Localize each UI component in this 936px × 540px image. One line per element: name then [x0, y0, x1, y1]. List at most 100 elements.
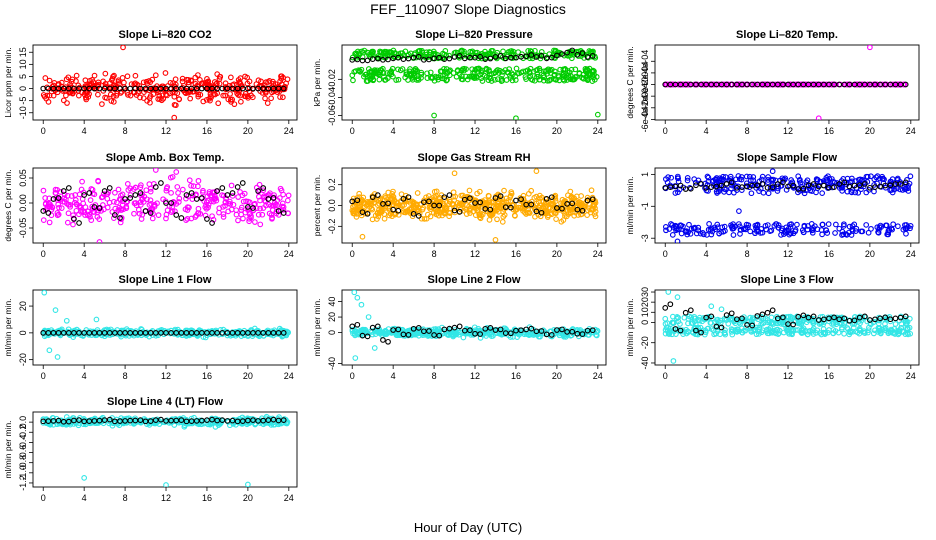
x-tick-label: 4: [704, 249, 709, 259]
x-tick-label: 20: [243, 249, 253, 259]
minute-slope-point: [819, 190, 826, 196]
hourly-mean-point: [421, 328, 427, 335]
outlier-point: [665, 290, 672, 295]
y-tick-label: 0: [18, 330, 28, 335]
hourly-mean-point: [436, 54, 443, 61]
hourly-mean-point: [682, 309, 689, 316]
minute-slope-point: [244, 415, 251, 422]
hourly-mean-point: [193, 330, 200, 336]
hourly-mean-point: [528, 52, 535, 58]
plot-frame: [341, 44, 607, 121]
x-tick-label: 0: [663, 371, 668, 381]
x-tick-label: 24: [284, 126, 294, 136]
hourly-mean-point: [40, 418, 47, 425]
minute-slope-point: [46, 77, 53, 84]
minute-slope-point: [882, 184, 889, 191]
minute-slope-point: [120, 206, 127, 213]
y-tick-label: 40: [327, 297, 337, 307]
minute-slope-point: [389, 65, 396, 72]
minute-slope-point: [227, 97, 234, 103]
minute-slope-point: [203, 205, 210, 212]
minute-slope-point: [479, 78, 486, 84]
hourly-mean-point: [861, 181, 868, 187]
x-tick-label: 16: [511, 249, 521, 259]
minute-slope-point: [261, 82, 268, 89]
minute-slope-point: [494, 67, 501, 73]
plot-area: [662, 290, 914, 364]
hourly-mean-point: [887, 316, 894, 323]
hourly-mean-point: [523, 326, 530, 333]
minute-slope-point: [65, 210, 72, 217]
minute-slope-point: [188, 182, 194, 189]
minute-slope-point: [468, 330, 475, 337]
hourly-mean-point: [81, 330, 88, 336]
minute-slope-point: [714, 317, 720, 324]
minute-slope-point: [454, 67, 461, 73]
hourly-mean-point: [574, 51, 581, 58]
minute-slope-point: [225, 200, 232, 207]
hourly-mean-point: [538, 52, 545, 59]
minute-slope-point: [544, 210, 550, 217]
minute-slope-point: [708, 326, 715, 332]
minute-slope-point: [818, 331, 825, 338]
hourly-mean-point: [209, 416, 215, 423]
minute-slope-point: [277, 94, 283, 100]
minute-slope-point: [389, 51, 395, 58]
x-tick-label: 24: [284, 249, 294, 259]
minute-slope-point: [769, 319, 776, 326]
x-tick-label: 24: [593, 371, 603, 381]
minute-slope-point: [222, 80, 229, 87]
minute-slope-point: [364, 199, 371, 205]
minute-slope-point: [500, 208, 507, 215]
minute-slope-point: [459, 73, 465, 80]
hourly-mean-point: [122, 196, 128, 202]
hourly-mean-point: [662, 184, 669, 191]
hourly-mean-point: [214, 330, 221, 336]
hourly-mean-point: [477, 53, 483, 60]
minute-slope-point: [762, 81, 769, 88]
minute-slope-point: [875, 320, 882, 327]
minute-slope-point: [110, 98, 117, 105]
minute-slope-point: [192, 74, 199, 81]
hourly-mean-point: [559, 51, 565, 57]
hourly-mean-point: [163, 418, 169, 424]
panel-title: Slope Line 4 (LT) Flow: [107, 396, 223, 408]
minute-slope-point: [366, 73, 373, 80]
hourly-mean-point: [86, 190, 93, 196]
minute-slope-point: [225, 96, 232, 103]
y-tick-label: 0: [640, 320, 650, 325]
y-tick-label: 4e-04: [640, 50, 650, 73]
hourly-mean-point: [826, 81, 832, 88]
x-tick-label: 12: [783, 126, 793, 136]
minute-slope-point: [111, 82, 118, 89]
minute-slope-point: [859, 81, 866, 88]
minute-slope-point: [143, 187, 150, 194]
hourly-mean-point: [820, 182, 827, 189]
x-tick-label: 4: [704, 371, 709, 381]
hourly-mean-point: [815, 317, 822, 323]
plot-area: [349, 290, 601, 361]
minute-slope-point: [588, 187, 595, 194]
minute-slope-point: [241, 190, 248, 197]
minute-slope-point: [121, 79, 127, 86]
hourly-mean-point: [71, 330, 77, 336]
minute-slope-point: [183, 217, 189, 223]
minute-slope-point: [452, 193, 459, 200]
minute-slope-point: [265, 201, 272, 208]
x-tick-label: 20: [243, 126, 253, 136]
minute-slope-point: [107, 80, 113, 87]
hourly-mean-point: [897, 181, 904, 187]
minute-slope-point: [52, 190, 59, 196]
minute-slope-point: [249, 333, 256, 340]
hourly-mean-point: [564, 49, 570, 56]
minute-slope-point: [231, 329, 238, 336]
hourly-mean-point: [446, 325, 453, 332]
minute-slope-point: [280, 94, 286, 101]
minute-slope-point: [764, 222, 771, 228]
hourly-mean-point: [867, 317, 873, 323]
hourly-mean-point: [887, 182, 894, 189]
minute-slope-point: [819, 221, 826, 228]
y-tick-label: -0.4: [18, 435, 28, 451]
